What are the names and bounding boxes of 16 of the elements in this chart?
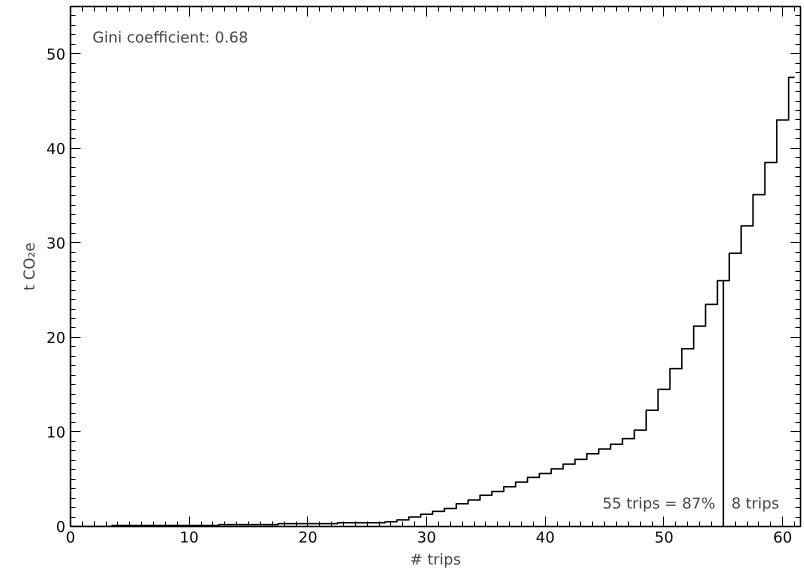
x-tick-label: 60 <box>773 528 792 546</box>
x-tick-label: 30 <box>417 528 436 546</box>
y-tick-label: 30 <box>46 234 66 252</box>
annotation: Gini coefficient: 0.68 <box>92 28 248 46</box>
y-axis-title: t CO₂e <box>20 242 38 291</box>
y-tick-label: 50 <box>46 45 66 64</box>
x-tick-label: 10 <box>180 528 199 546</box>
annotation: 8 trips <box>731 494 780 512</box>
annotation: 55 trips = 87% <box>602 494 716 512</box>
x-tick-label: 20 <box>298 528 318 546</box>
y-tick-label: 20 <box>46 328 66 347</box>
y-tick-label: 10 <box>46 423 66 442</box>
x-tick-label: 50 <box>654 528 674 546</box>
x-axis-title: # trips <box>410 550 462 568</box>
y-tick-label: 40 <box>46 140 66 158</box>
x-tick-label: 40 <box>536 528 555 546</box>
